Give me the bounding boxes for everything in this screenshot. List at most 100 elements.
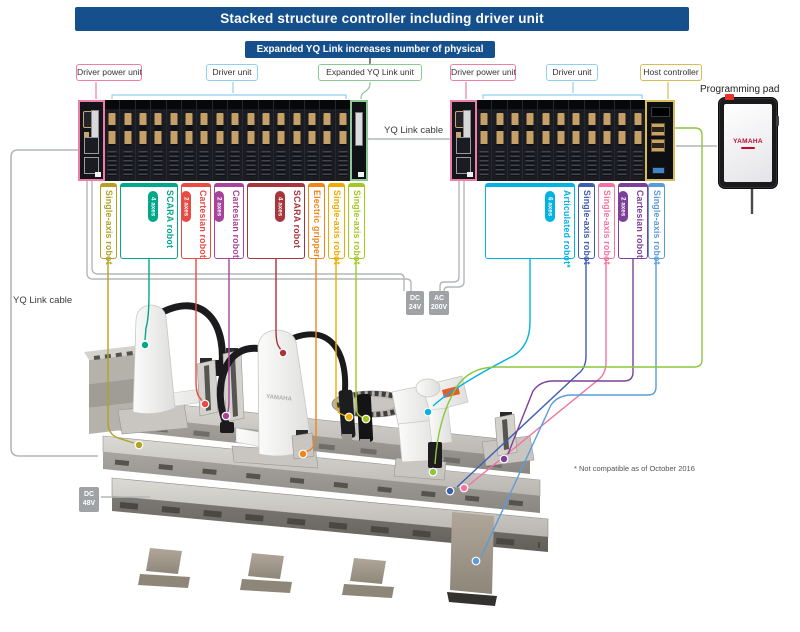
programming-pad: YAMAHA	[718, 94, 779, 189]
connection-dot-cartesian-robot-1	[200, 399, 210, 409]
robot-label-text: Cartesian robot	[198, 190, 208, 259]
axes-badge: 2 axes	[618, 191, 628, 222]
connector-icon	[456, 157, 471, 174]
label-host-controller: Host controller	[640, 64, 702, 81]
cable-cartesian-robot-1	[195, 259, 204, 403]
driver-module	[568, 100, 584, 181]
robot-label-scara-robot-1: SCARA robot 4 axes	[120, 183, 178, 259]
cable-cartesian-robot-3	[507, 259, 634, 455]
connector-icon	[456, 132, 461, 137]
robot-label-single-axis-robot-3: Single-axis robot	[348, 183, 365, 265]
cable-single-axis-robot-2	[335, 259, 347, 417]
axes-badge: 4 axes	[275, 191, 285, 222]
robot-label-single-axis-robot-2: Single-axis robot	[328, 183, 345, 265]
label-driver-power-unit-2: Driver power unit	[450, 64, 516, 81]
connection-dot-single-axis-robot-6	[471, 556, 481, 566]
connector-icon	[84, 132, 89, 137]
connection-dots	[134, 340, 509, 566]
cable-single-axis-robot-6	[480, 259, 657, 558]
label-driver-unit-2: Driver unit	[546, 64, 598, 81]
driver-module	[180, 100, 197, 181]
callout-expanded-yq-link: Expanded YQ Link increases number of phy…	[245, 41, 495, 72]
badge-line: 200V	[430, 304, 448, 312]
cable-scara-robot-1	[144, 259, 150, 341]
connection-dot-host-controller	[428, 467, 438, 477]
pad-emergency-button	[725, 94, 734, 100]
driver-module	[334, 100, 350, 181]
driver-module	[119, 100, 135, 181]
driver-module	[165, 100, 181, 181]
robot-label-text: Single-axis robot	[352, 190, 362, 265]
label-driver-power-unit-1: Driver power unit	[76, 64, 142, 81]
driver-module	[614, 100, 630, 181]
ethernet-port-icon	[651, 123, 665, 136]
stem-driver-unit-2	[482, 82, 643, 99]
badge-line: DC	[83, 491, 95, 498]
label-expanded-yq-link-unit: Expanded YQ Link unit	[318, 64, 422, 81]
robot-label-text: Single-axis robot	[582, 190, 592, 265]
badge-line: 48V	[82, 500, 96, 508]
axes-badge: 2 axes	[181, 191, 191, 222]
driver-unit-modules-left	[105, 100, 350, 181]
robot-cables	[107, 127, 703, 558]
cable-single-axis-robot-3	[355, 259, 364, 419]
connector-icon	[84, 157, 99, 174]
robot-label-text: Articulated robot*	[562, 190, 572, 268]
expanded-yq-link-unit-module	[350, 100, 368, 181]
driver-module	[257, 100, 274, 181]
driver-power-unit-module-right	[450, 100, 477, 181]
robot-label-scara-robot-2: SCARA robot 4 axes	[247, 183, 305, 259]
connection-dot-single-axis-robot-4	[445, 486, 455, 496]
robot-label-text: Single-axis robot	[104, 190, 114, 265]
connector-icon	[84, 137, 99, 154]
driver-module	[506, 100, 523, 181]
ethernet-port-icon	[651, 139, 665, 152]
driver-module	[522, 100, 538, 181]
robot-label-text: SCARA robot	[292, 190, 302, 249]
robot-label-text: Electric gripper	[312, 190, 322, 258]
connection-dot-single-axis-robot-1	[134, 440, 144, 450]
connection-dot-scara-robot-1	[140, 340, 150, 350]
connection-dot-single-axis-robot-3	[361, 414, 371, 424]
display-icon	[651, 107, 670, 117]
pad-screen: YAMAHA	[724, 104, 772, 182]
driver-module	[537, 100, 553, 181]
pad-logo-underline	[741, 146, 755, 149]
robot-label-text: Cartesian robot	[231, 190, 241, 259]
cable-scara-robot-2	[275, 259, 282, 351]
driver-module	[150, 100, 166, 181]
driver-module	[583, 100, 599, 181]
connection-dot-scara-robot-2	[278, 348, 288, 358]
robot-label-single-axis-robot-1: Single-axis robot	[100, 183, 117, 265]
yq-link-cable-label-mid: YQ Link cable	[384, 125, 444, 136]
connection-dot-single-axis-robot-5	[459, 483, 469, 493]
driver-module	[491, 100, 507, 181]
connector-icon	[463, 110, 471, 138]
badge-ac-200v: AC 200V	[429, 291, 449, 315]
robot-label-electric-gripper: Electric gripper	[308, 183, 325, 259]
driver-module	[196, 100, 212, 181]
driver-module	[105, 100, 120, 181]
driver-module	[629, 100, 645, 181]
cable-electric-gripper	[305, 259, 317, 453]
robot-label-cartesian-robot-3: Cartesian robot 2 axes	[618, 183, 648, 259]
driver-power-unit-module-left	[78, 100, 105, 181]
axes-badge: 6 axes	[545, 191, 555, 222]
machine-brand-text: YAMAHA	[266, 394, 293, 403]
badge-line: 24V	[408, 304, 422, 312]
driver-module	[598, 100, 615, 181]
driver-module	[273, 100, 289, 181]
axes-badge: 2 axes	[214, 191, 224, 222]
cable-single-axis-robot-1	[107, 259, 135, 444]
programming-pad-label: Programming pad	[700, 84, 780, 95]
axes-badge: 4 axes	[148, 191, 158, 222]
connection-dot-articulated-robot	[423, 407, 433, 417]
connector-icon	[456, 137, 471, 154]
driver-unit-modules-right	[477, 100, 645, 181]
connection-dot-electric-gripper	[298, 449, 308, 459]
robot-label-cartesian-robot-1: Cartesian robot 2 axes	[181, 183, 211, 259]
left-controller-rack	[78, 100, 368, 181]
yq-link-cable-label-left: YQ Link cable	[13, 295, 73, 306]
driver-module	[552, 100, 569, 181]
